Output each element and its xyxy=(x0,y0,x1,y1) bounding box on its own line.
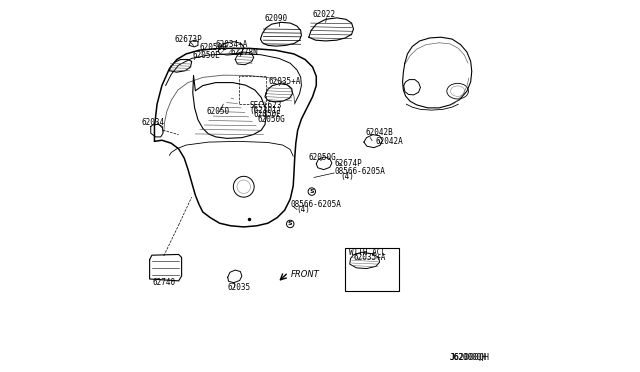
Text: 08566-6205A: 08566-6205A xyxy=(291,200,342,209)
Text: 62674P: 62674P xyxy=(335,159,363,168)
Text: J62000QH: J62000QH xyxy=(449,353,486,362)
Text: 62035: 62035 xyxy=(227,283,250,292)
Text: 62035+A: 62035+A xyxy=(269,77,301,86)
Text: 62034: 62034 xyxy=(141,118,164,126)
Text: 62050E: 62050E xyxy=(254,110,282,119)
Text: 62042B: 62042B xyxy=(365,128,393,137)
FancyBboxPatch shape xyxy=(346,248,399,291)
Text: FRONT: FRONT xyxy=(291,270,320,279)
Text: J62000QH: J62000QH xyxy=(449,353,490,362)
Text: 08566-6205A: 08566-6205A xyxy=(335,167,386,176)
Text: S: S xyxy=(288,221,292,227)
Text: 62022: 62022 xyxy=(312,10,336,19)
Text: 62673P: 62673P xyxy=(174,35,202,44)
Text: S: S xyxy=(310,189,314,194)
Text: 62740: 62740 xyxy=(152,278,176,287)
Text: WITH ACC: WITH ACC xyxy=(349,248,386,257)
Text: 62050G: 62050G xyxy=(308,153,336,162)
Text: 62050G: 62050G xyxy=(257,115,285,124)
Text: SEC.623: SEC.623 xyxy=(250,101,282,110)
Text: 62050: 62050 xyxy=(207,107,230,116)
Text: 62035+A: 62035+A xyxy=(353,253,386,262)
Text: 62278N: 62278N xyxy=(231,48,259,57)
Text: 62050E: 62050E xyxy=(199,43,227,52)
Text: (4): (4) xyxy=(340,172,355,181)
Text: 62034+A: 62034+A xyxy=(215,40,248,49)
Text: 62042A: 62042A xyxy=(375,137,403,146)
Text: 62050E: 62050E xyxy=(193,51,221,60)
Text: (4): (4) xyxy=(296,205,310,214)
Text: (62301): (62301) xyxy=(250,106,282,115)
Text: 62090: 62090 xyxy=(265,14,288,23)
